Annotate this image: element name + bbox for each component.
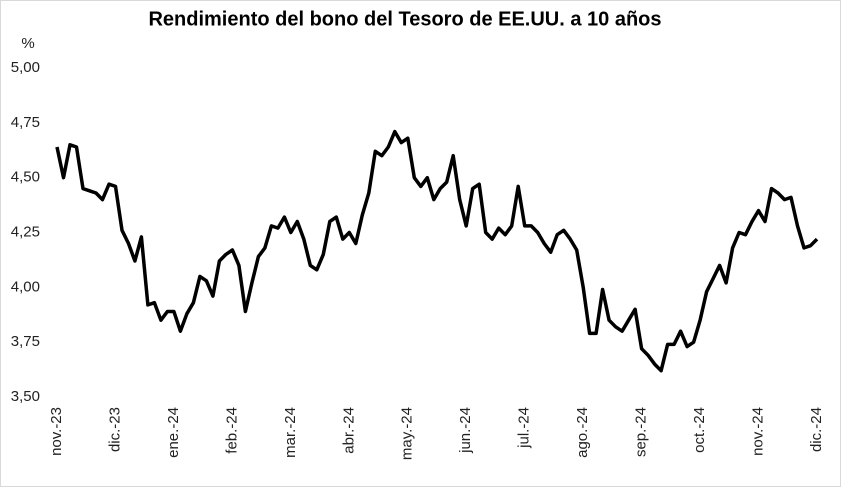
- y-tick-label: 3,50: [11, 388, 40, 405]
- y-unit-label: %: [21, 35, 34, 52]
- x-tick-label: dic.-23: [106, 407, 123, 452]
- y-tick-label: 4,25: [11, 223, 40, 240]
- x-tick-label: dic.-24: [808, 407, 825, 452]
- x-tick-label: may.-24: [399, 407, 416, 460]
- x-tick-label: nov.-23: [48, 407, 65, 456]
- x-tick-label: feb.-24: [223, 407, 240, 454]
- y-tick-label: 5,00: [11, 59, 40, 76]
- x-tick-label: oct.-24: [691, 407, 708, 453]
- x-tick-label: ene.-24: [165, 407, 182, 458]
- line-series: [55, 129, 819, 373]
- x-tick-label: abr.-24: [340, 407, 357, 454]
- y-tick-label: 4,00: [11, 278, 40, 295]
- chart-title: Rendimiento del bono del Tesoro de EE.UU…: [148, 8, 661, 30]
- x-tick-label: nov.-24: [750, 407, 767, 456]
- y-tick-label: 3,75: [11, 333, 40, 350]
- y-tick-label: 4,50: [11, 169, 40, 186]
- x-tick-label: sep.-24: [633, 407, 650, 457]
- x-tick-label: mar.-24: [282, 407, 299, 458]
- x-tick-label: jul.-24: [516, 407, 533, 449]
- x-tick-label: ago.-24: [574, 407, 591, 458]
- x-tick-label: jun.-24: [457, 407, 474, 454]
- y-tick-label: 4,75: [11, 114, 40, 131]
